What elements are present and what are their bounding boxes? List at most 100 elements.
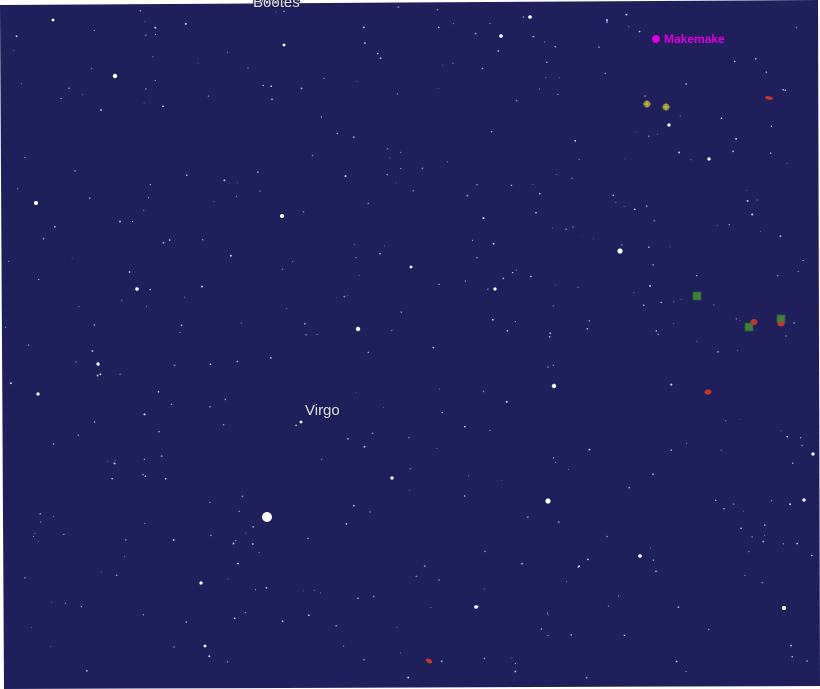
faint-star-icon xyxy=(270,85,272,87)
faint-star-icon xyxy=(389,157,391,159)
star-icon xyxy=(528,15,532,19)
faint-star-icon xyxy=(93,324,96,326)
faint-star-icon xyxy=(52,443,55,445)
nebula-icon[interactable] xyxy=(744,322,754,332)
faint-star-icon xyxy=(234,539,237,542)
faint-star-icon xyxy=(565,228,567,230)
faint-star-icon xyxy=(554,46,557,48)
faint-star-icon xyxy=(154,79,156,82)
faint-star-icon xyxy=(352,504,355,507)
constellation-label-virgo[interactable]: Virgo xyxy=(304,401,341,420)
faint-star-icon xyxy=(477,605,479,607)
faint-star-icon xyxy=(625,13,628,16)
nebula-icon[interactable] xyxy=(692,291,702,301)
planet-marker-icon[interactable] xyxy=(652,35,660,43)
faint-star-icon xyxy=(713,304,715,306)
faint-star-icon xyxy=(505,400,508,403)
faint-star-icon xyxy=(286,307,288,309)
faint-star-icon xyxy=(179,332,181,333)
faint-star-icon xyxy=(789,503,792,506)
star-icon xyxy=(36,392,40,396)
faint-star-icon xyxy=(660,301,662,304)
faint-star-icon xyxy=(363,445,366,448)
faint-star-icon xyxy=(100,373,102,375)
galaxy-icon[interactable] xyxy=(765,96,774,101)
globular-cluster-icon[interactable] xyxy=(662,103,670,111)
faint-star-icon xyxy=(71,257,73,259)
faint-star-icon xyxy=(442,64,443,66)
faint-star-icon xyxy=(40,521,42,523)
faint-star-icon xyxy=(173,646,175,648)
faint-star-icon xyxy=(68,87,70,89)
faint-star-icon xyxy=(732,150,735,153)
faint-star-icon xyxy=(436,448,438,449)
faint-star-icon xyxy=(570,634,573,636)
faint-star-icon xyxy=(546,61,548,63)
faint-star-icon xyxy=(247,67,249,69)
makemake-label[interactable]: Makemake xyxy=(664,32,725,46)
faint-star-icon xyxy=(271,98,273,101)
faint-star-icon xyxy=(497,50,500,52)
faint-star-icon xyxy=(552,305,554,307)
faint-star-icon xyxy=(184,22,187,25)
star-icon xyxy=(707,157,711,161)
galaxy-icon[interactable] xyxy=(425,658,433,665)
faint-star-icon xyxy=(545,77,547,79)
star-icon xyxy=(135,287,139,291)
faint-star-icon xyxy=(623,634,626,636)
faint-star-icon xyxy=(652,473,654,476)
faint-star-icon xyxy=(555,284,556,286)
faint-star-icon xyxy=(372,595,375,598)
faint-star-icon xyxy=(547,366,549,368)
faint-star-icon xyxy=(281,620,284,623)
faint-star-icon xyxy=(113,462,116,465)
faint-star-icon xyxy=(395,182,397,184)
faint-star-icon xyxy=(400,311,402,313)
faint-star-icon xyxy=(695,275,698,277)
faint-star-icon xyxy=(514,662,517,665)
faint-star-icon xyxy=(780,430,782,432)
faint-star-icon xyxy=(201,285,203,288)
faint-star-icon xyxy=(100,109,102,111)
faint-star-icon xyxy=(776,274,779,277)
faint-star-icon xyxy=(128,271,131,273)
faint-star-icon xyxy=(78,305,80,308)
faint-star-icon xyxy=(522,16,525,18)
faint-star-icon xyxy=(484,550,486,553)
faint-star-icon xyxy=(15,35,18,38)
faint-star-icon xyxy=(650,547,651,549)
faint-star-icon xyxy=(779,235,782,238)
galaxy-icon[interactable] xyxy=(750,319,758,325)
star-icon xyxy=(51,18,55,22)
faint-star-icon xyxy=(145,88,147,90)
faint-star-icon xyxy=(771,500,773,502)
faint-star-icon xyxy=(101,571,102,573)
constellation-label-bootes[interactable]: Bootes xyxy=(252,0,301,12)
faint-star-icon xyxy=(362,26,365,29)
faint-star-icon xyxy=(482,390,485,393)
faint-star-icon xyxy=(544,41,546,43)
faint-star-icon xyxy=(164,477,167,480)
faint-star-icon xyxy=(763,524,766,526)
faint-star-icon xyxy=(252,526,254,528)
faint-star-icon xyxy=(649,284,652,287)
faint-star-icon xyxy=(476,184,478,186)
faint-star-icon xyxy=(438,283,440,286)
faint-star-icon xyxy=(782,89,784,91)
faint-star-icon xyxy=(400,151,402,154)
faint-star-icon xyxy=(593,238,595,240)
faint-star-icon xyxy=(63,533,65,536)
galaxy-icon[interactable] xyxy=(704,389,712,395)
faint-star-icon xyxy=(224,398,227,401)
faint-star-icon xyxy=(356,80,358,82)
faint-star-icon xyxy=(158,431,160,433)
faint-star-icon xyxy=(408,436,410,439)
globular-cluster-icon[interactable] xyxy=(643,100,651,108)
faint-star-icon xyxy=(725,420,727,422)
faint-star-icon xyxy=(708,628,710,631)
faint-star-icon xyxy=(386,174,388,176)
faint-star-icon xyxy=(763,534,765,536)
galaxy-icon[interactable] xyxy=(777,321,785,327)
faint-star-icon xyxy=(669,246,671,248)
